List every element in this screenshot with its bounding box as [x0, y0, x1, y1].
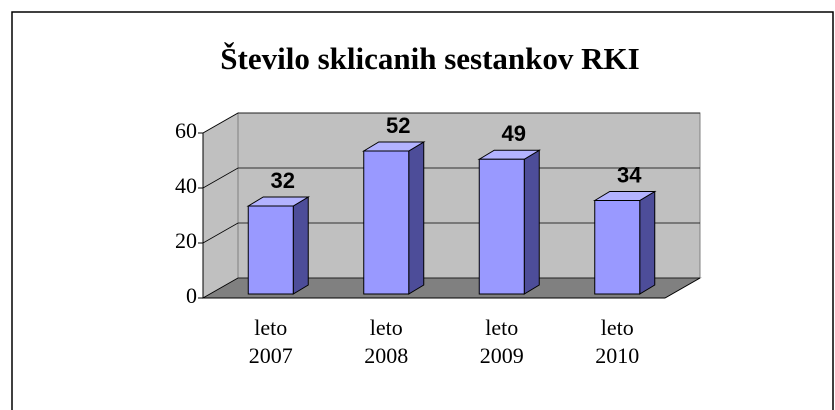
side-wall: [202, 112, 239, 299]
grid-line: [202, 112, 700, 134]
bar-side: [408, 141, 425, 295]
x-tick-label: leto 2010: [595, 315, 639, 368]
bar: [594, 200, 641, 295]
x-tick-label: leto 2008: [364, 315, 408, 368]
bar: [478, 158, 525, 295]
frame: [11, 11, 834, 410]
bar: [247, 205, 294, 295]
grid-line: [202, 167, 700, 189]
x-tick-label: leto 2009: [480, 315, 524, 368]
value-label: 49: [502, 121, 526, 146]
bar-side: [523, 149, 540, 295]
chart-title: Število sklicanih sestankov RKI: [220, 41, 639, 76]
value-label: 34: [617, 162, 642, 187]
bar-side: [639, 190, 656, 295]
grid-line: [202, 277, 700, 299]
y-tick-label: 60: [175, 118, 197, 143]
y-tick-label: 20: [175, 228, 197, 253]
value-label: 52: [386, 113, 410, 138]
bar-side: [292, 196, 309, 295]
value-label: 32: [271, 168, 295, 193]
x-tick-label: leto 2007: [249, 315, 293, 368]
bar: [363, 150, 410, 295]
y-tick-label: 0: [186, 283, 197, 308]
y-tick-label: 40: [175, 173, 197, 198]
grid-line: [202, 222, 700, 244]
axis-line: [664, 277, 701, 299]
